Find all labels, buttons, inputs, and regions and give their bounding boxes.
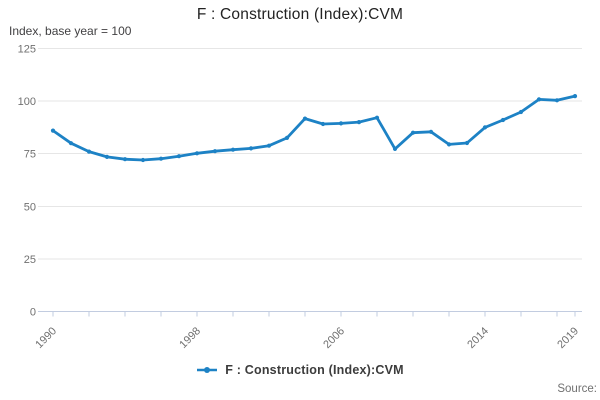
- data-point: [410, 130, 416, 135]
- y-tick-label: 75: [24, 149, 36, 161]
- data-point: [428, 129, 434, 134]
- data-point: [554, 98, 560, 103]
- x-tick-label: 2006: [321, 325, 347, 351]
- y-tick-label: 25: [24, 254, 36, 266]
- data-point: [194, 151, 200, 156]
- legend-item[interactable]: F : Construction (Index):CVM: [0, 360, 600, 380]
- plot-area: 0 25 50 75 100 125 1990 1998 2006 2014 2019: [18, 44, 582, 351]
- data-point: [518, 109, 524, 115]
- data-point: [86, 149, 92, 154]
- data-point: [266, 143, 272, 148]
- y-tick-label: 0: [30, 307, 36, 319]
- data-point: [482, 125, 488, 130]
- data-point: [230, 147, 236, 152]
- data-point: [176, 154, 182, 159]
- data-point: [302, 116, 308, 121]
- y-axis-title: Index, base year = 100: [9, 24, 132, 38]
- data-point: [446, 142, 452, 147]
- data-point: [320, 121, 326, 127]
- data-point: [464, 140, 470, 146]
- data-point: [140, 157, 146, 163]
- data-point: [284, 135, 290, 140]
- y-tick-label: 100: [18, 96, 36, 108]
- y-tick-label: 50: [24, 201, 36, 213]
- y-tick-label: 125: [18, 44, 36, 56]
- data-point: [392, 146, 398, 151]
- x-tick-label: 2019: [555, 325, 581, 351]
- line-dot-icon: [197, 367, 218, 373]
- x-tick-label: 1990: [33, 325, 59, 351]
- x-tick-label: 1998: [177, 325, 203, 351]
- data-point: [500, 117, 506, 123]
- data-point: [338, 121, 344, 126]
- chart-title: F : Construction (Index):CVM: [196, 6, 404, 23]
- data-point: [248, 146, 254, 151]
- data-point: [572, 94, 578, 99]
- data-point: [158, 156, 164, 161]
- data-point: [104, 154, 110, 159]
- data-point: [212, 149, 218, 154]
- legend-label: F : Construction (Index):CVM: [225, 363, 404, 377]
- data-point: [122, 157, 128, 162]
- data-point: [536, 97, 542, 102]
- x-tick-label: 2014: [465, 325, 491, 351]
- source-label: Source:: [557, 383, 597, 395]
- data-point: [356, 120, 362, 125]
- data-point: [68, 141, 74, 146]
- data-point: [50, 128, 56, 133]
- data-point: [374, 115, 380, 120]
- series-line: [51, 94, 577, 162]
